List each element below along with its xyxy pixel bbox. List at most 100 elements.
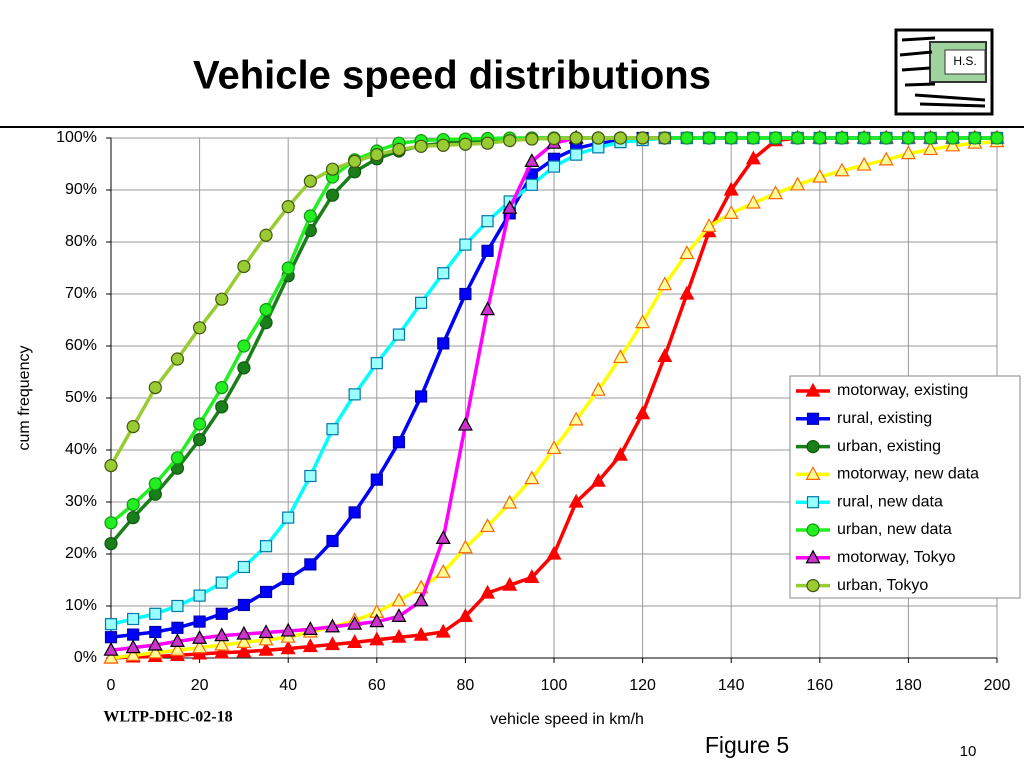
legend-text: motorway, Tokyo [837,549,956,566]
marker [635,405,651,420]
marker [878,151,894,166]
marker [946,131,960,145]
marker [149,607,162,620]
marker [237,259,251,274]
marker [171,599,184,613]
marker [435,563,451,578]
marker [657,348,673,362]
marker [348,506,361,519]
series-line [110,136,577,652]
marker [325,188,340,202]
logo: H.S. [894,28,994,116]
marker [679,245,695,260]
marker [326,534,339,548]
marker [370,148,384,162]
marker [258,624,274,639]
marker [745,194,761,209]
y-tick-label: 10% [65,597,97,614]
marker [413,626,429,641]
marker [900,145,916,160]
page-number: 10 [960,743,977,760]
marker [436,138,450,152]
marker [391,608,407,622]
marker [805,466,821,480]
marker [391,592,407,607]
series [104,131,672,473]
marker [304,469,317,483]
marker [923,131,938,145]
marker [125,647,141,661]
marker [746,131,760,145]
legend-text: urban, existing [837,438,941,455]
y-tick-label: 50% [65,389,97,406]
marker [347,615,363,630]
marker [370,357,383,370]
marker [147,636,163,651]
marker [547,131,561,146]
y-tick-label: 30% [65,493,97,510]
marker [457,416,473,431]
marker [591,131,605,145]
marker [790,176,806,191]
marker [325,162,340,176]
marker [280,640,296,655]
x-tick-label: 40 [279,677,297,694]
marker [147,644,163,659]
marker [806,496,820,509]
marker [525,178,538,191]
marker [237,560,250,574]
marker [457,539,473,554]
marker [282,572,295,586]
marker [806,578,820,593]
marker [215,381,229,395]
x-axis-label: vehicle speed in km/h [490,711,644,728]
marker [171,621,184,634]
marker [502,494,518,509]
y-tick-label: 0% [74,649,97,666]
figure-label: Figure 5 [705,732,789,758]
marker [193,615,206,628]
marker [104,631,118,644]
marker [280,622,296,637]
marker [923,141,939,156]
marker [392,436,406,449]
marker [127,612,140,626]
marker [104,618,118,631]
marker [149,625,162,639]
marker [126,420,140,434]
marker [303,209,317,223]
marker [812,168,828,183]
marker [680,131,694,145]
slide-title: Vehicle speed distributions [193,54,711,98]
legend-text: motorway, new data [837,466,979,483]
marker [724,131,738,145]
marker [259,585,273,599]
marker [437,267,450,280]
marker [525,132,539,146]
marker [370,473,383,486]
y-tick-label: 90% [65,181,97,198]
marker [723,181,739,196]
marker [193,321,207,335]
marker [568,493,584,508]
marker [259,228,273,242]
marker [613,131,628,145]
marker [546,545,562,560]
marker [813,131,827,145]
marker [806,523,820,537]
marker [635,314,651,329]
marker [126,510,140,525]
logo-label-box [944,49,986,75]
marker [901,131,916,145]
marker [236,625,252,640]
legend-text: urban, Tokyo [837,577,928,594]
marker [590,381,606,396]
marker [679,285,695,300]
marker [635,131,650,145]
marker [169,633,185,647]
x-tick-label: 120 [629,677,656,694]
marker [324,636,341,651]
marker [193,433,207,447]
marker [326,423,339,436]
